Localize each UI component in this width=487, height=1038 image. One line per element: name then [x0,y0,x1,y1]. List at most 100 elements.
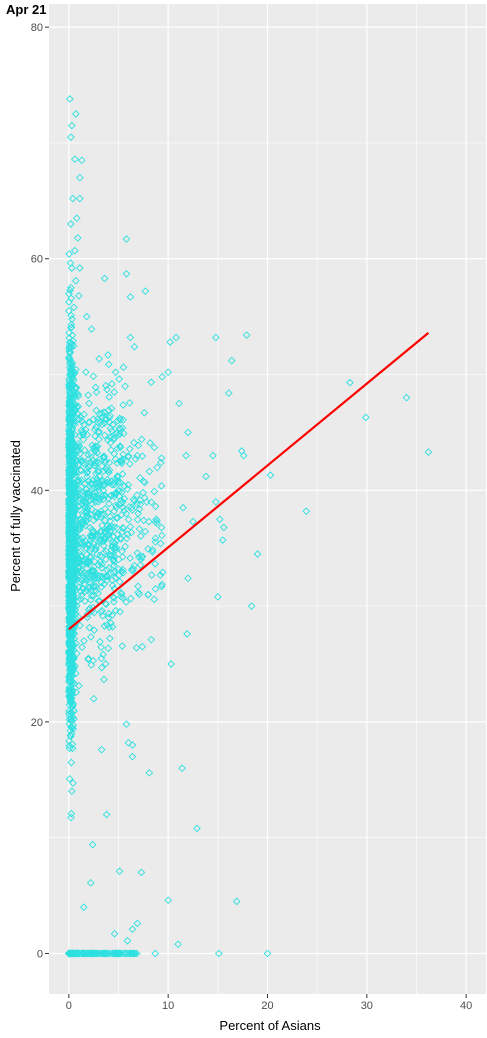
data-point [119,429,128,438]
data-point [166,338,175,346]
data-point [150,595,159,604]
data-point [117,592,125,601]
data-point [68,315,76,323]
data-point [111,501,120,510]
data-point [75,502,83,511]
data-point [74,409,82,418]
data-point [80,446,89,455]
data-point [138,642,147,651]
data-point [82,465,91,474]
data-point [147,571,156,579]
data-point [79,557,87,565]
data-point [105,564,113,572]
data-point [81,587,89,596]
data-point [72,388,80,397]
data-point [65,774,74,783]
data-point [145,769,154,777]
data-point [101,949,110,958]
data-point [141,287,150,295]
data-point [214,593,222,601]
data-point [115,949,124,958]
data-point [123,485,132,493]
data-point [67,440,76,449]
data-point [95,509,103,518]
data-point [92,388,101,396]
data-point [70,479,79,487]
data-point [71,110,80,118]
data-point [98,611,107,620]
data-point [126,459,134,468]
data-point [130,497,139,505]
data-point [65,707,73,715]
data-point [219,523,228,532]
data-point [66,581,74,589]
data-point [91,442,100,451]
data-point [109,556,118,565]
data-point [87,586,95,595]
data-point [116,416,125,424]
data-point [122,235,131,243]
data-point [90,567,98,575]
data-point [74,596,83,605]
data-point [123,936,132,945]
data-point [184,428,192,437]
data-point [86,449,95,457]
data-point [117,457,126,466]
data-point [89,495,97,503]
data-point [109,555,118,564]
y-tick-label: 60 [31,254,43,266]
data-point [70,489,78,498]
x-tick-label: 0 [66,1000,72,1012]
data-point [97,663,106,672]
data-point [79,427,88,436]
data-points [65,95,433,958]
data-point [134,588,142,597]
data-point [189,517,197,526]
data-point [112,949,120,958]
data-point [70,664,78,673]
data-point [125,445,134,453]
data-point [242,331,251,339]
data-point [102,555,110,564]
data-point [65,442,74,451]
data-point [70,641,78,650]
data-point [119,568,128,577]
data-point [75,568,84,577]
data-point [75,562,83,571]
data-point [70,595,79,604]
data-point [147,635,156,644]
data-point [151,502,160,511]
data-point [224,389,233,397]
data-point [84,451,93,459]
data-point [68,121,76,130]
data-point [97,560,106,569]
data-point [71,538,79,547]
data-point [96,572,105,581]
data-point [109,949,118,958]
data-point [101,381,110,390]
data-point [70,622,78,630]
data-point [184,574,192,583]
data-point [66,691,74,699]
data-point [119,416,127,424]
data-point [117,588,125,597]
data-point [82,312,91,321]
data-point [70,394,79,402]
data-point [82,575,91,584]
data-point [67,527,76,536]
data-point [99,486,108,495]
data-point [93,418,102,427]
data-point [103,572,112,581]
data-point [86,523,94,532]
data-point [87,533,96,542]
data-point [84,455,93,463]
data-point [70,407,79,416]
data-point [118,470,127,478]
data-point [82,485,91,493]
data-point [87,592,96,600]
data-point [65,363,74,372]
data-point [77,483,85,492]
data-point [72,365,80,374]
data-point [84,655,93,664]
data-point [129,564,138,573]
